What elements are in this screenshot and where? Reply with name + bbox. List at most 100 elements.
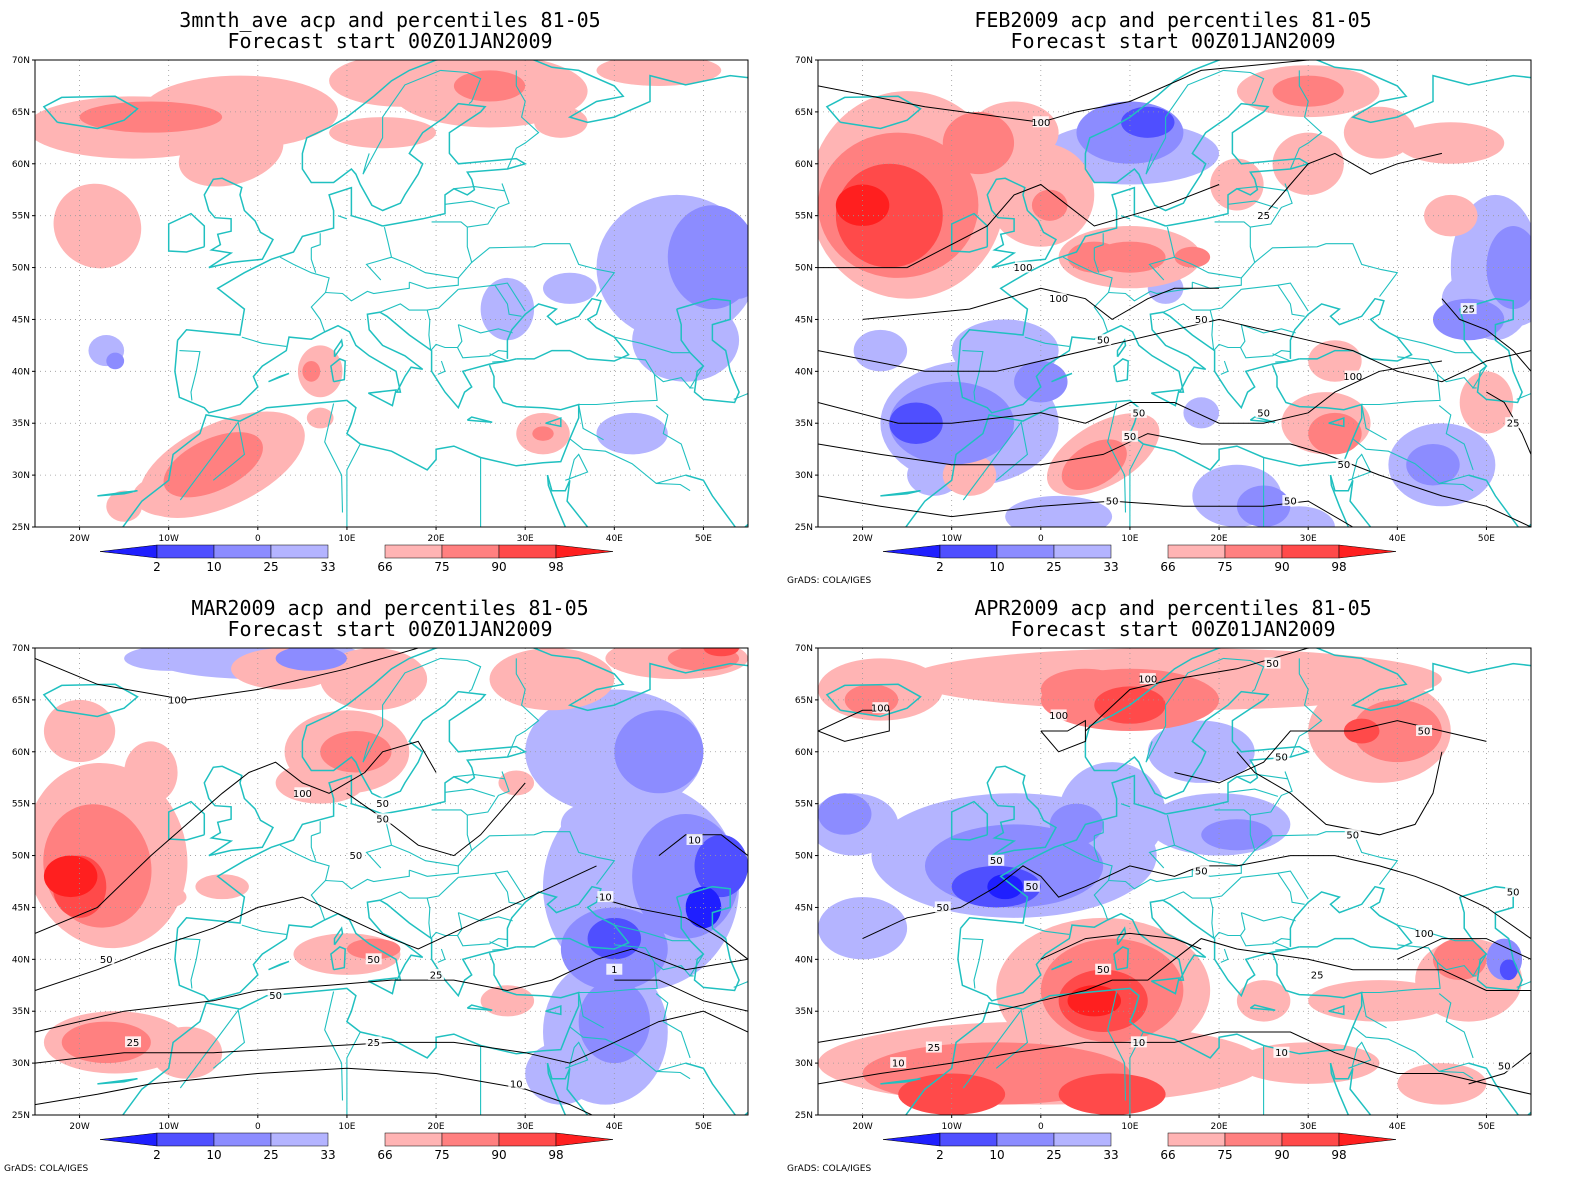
colorbar: 2 10 25 33 66 75 90 98 (99, 1132, 614, 1162)
country-border (1174, 809, 1256, 867)
country-border (962, 938, 984, 989)
colorbar-segment (1224, 544, 1283, 559)
coastline (174, 899, 517, 1002)
contour-label-bg (1139, 673, 1156, 685)
map-frame (34, 59, 749, 528)
percentile-shading (275, 648, 347, 671)
percentile-shading (1397, 122, 1505, 164)
colorbar-segment (441, 1132, 500, 1147)
country-border (614, 336, 691, 354)
country-border (1239, 324, 1291, 359)
country-border (1472, 953, 1487, 977)
panel-title-line1: APR2009 acp and percentiles 81-05 (974, 596, 1372, 620)
contour-line (862, 855, 1531, 940)
coastline (177, 186, 383, 341)
percentile-shading (106, 352, 125, 370)
coastline (1249, 416, 1276, 423)
panel-title-line1: 3mnth_ave acp and percentiles 81-05 (179, 8, 601, 32)
coastline (825, 683, 922, 718)
country-border (1062, 256, 1113, 333)
country-border (1192, 277, 1242, 289)
country-border (310, 835, 317, 861)
coastline (367, 389, 397, 407)
country-border (1213, 931, 1241, 939)
contour-label-bg (686, 833, 703, 845)
country-border (179, 420, 246, 501)
country-border (494, 282, 526, 312)
country-border (689, 953, 704, 977)
colorbar-tick-label: 33 (1103, 1148, 1118, 1162)
contour-line (1441, 298, 1531, 372)
lat-label: 60N (12, 748, 30, 758)
country-border (1439, 1070, 1474, 1080)
percentile-shading (43, 855, 98, 898)
percentile-shading (124, 741, 178, 804)
contour-label: 50 (1337, 460, 1350, 471)
percentile-shading (53, 183, 142, 269)
coastline (174, 311, 517, 414)
lat-label: 30N (795, 471, 813, 481)
lat-label: 25N (795, 1111, 813, 1121)
contour-label: 50 (1124, 432, 1137, 443)
coastline (904, 364, 1363, 527)
country-border (311, 233, 321, 249)
country-border (1094, 233, 1104, 249)
coastline (986, 765, 1058, 857)
contour-label-bg (1130, 1036, 1147, 1048)
percentile-shading (302, 360, 321, 382)
contour-line (1468, 1052, 1531, 1085)
contour-label-bg (1095, 334, 1112, 346)
country-border (1438, 993, 1474, 1059)
contour-label: 50 (1284, 497, 1297, 508)
country-border (279, 844, 330, 921)
lon-label: 20W (852, 1122, 872, 1132)
country-border (444, 788, 496, 797)
lat-label: 55N (12, 212, 30, 222)
coastline (97, 1077, 138, 1085)
country-border (1213, 343, 1241, 351)
percentile-shading (578, 980, 650, 1064)
percentile-shading (1272, 75, 1344, 107)
contour-label-bg (1505, 417, 1522, 429)
country-border (179, 938, 201, 989)
country-border (1250, 771, 1293, 816)
coastline (1116, 926, 1127, 946)
colorbar-tick-label: 33 (320, 1148, 335, 1162)
contour-label: 25 (1311, 970, 1324, 981)
contour-label: 50 (1498, 1062, 1511, 1073)
colorbar-tick-label: 33 (320, 560, 335, 574)
lon-label: 40E (606, 1122, 623, 1132)
contour-line (35, 648, 419, 701)
contour-line (35, 740, 437, 934)
country-border (565, 453, 589, 481)
contour-line (818, 318, 1531, 383)
percentile-shading (1183, 397, 1220, 429)
contour-line (818, 709, 890, 742)
colorbar-tick-label: 2 (153, 1148, 161, 1162)
country-border (1348, 1041, 1372, 1069)
lat-label: 30N (795, 1059, 813, 1069)
country-border (962, 420, 1029, 501)
country-border (325, 282, 410, 302)
contour-line (35, 865, 597, 991)
map-frame (817, 647, 1532, 1116)
percentile-shading (306, 407, 334, 429)
contours: 100 100 100 100 50 50 50 50 50 50 50 50 25 25 25 (818, 60, 1531, 527)
lat-label: 65N (795, 108, 813, 118)
percentile-shading (1343, 718, 1380, 744)
country-border (1145, 69, 1224, 175)
colorbar-segment (1224, 1132, 1283, 1147)
contour-label-bg (934, 901, 951, 913)
contour-line (862, 287, 1220, 321)
contour-label-bg (1032, 116, 1049, 128)
lon-label: 20E (1210, 1122, 1227, 1132)
lon-label: 30E (1300, 534, 1317, 544)
coastline (546, 474, 589, 527)
coastline (546, 1063, 567, 1115)
country-border (654, 373, 691, 389)
coastline (685, 1062, 748, 1115)
contour-label: 50 (1346, 830, 1359, 841)
contour-label: 100 (1031, 118, 1050, 129)
coastline (950, 800, 989, 841)
country-border (614, 924, 691, 942)
